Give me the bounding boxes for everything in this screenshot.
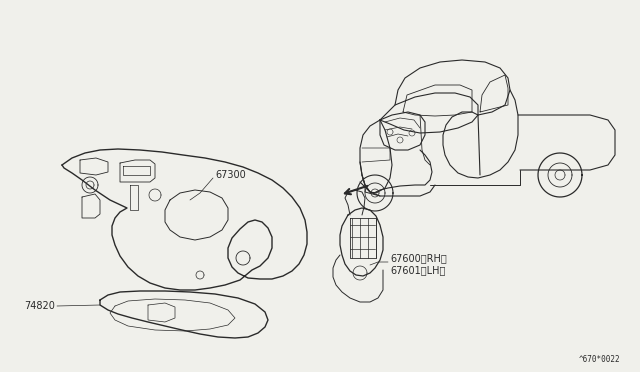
Text: 74820: 74820 (24, 301, 55, 311)
Text: ^670*0022: ^670*0022 (579, 355, 620, 364)
Text: 67300: 67300 (215, 170, 246, 180)
Text: 67601〈LH〉: 67601〈LH〉 (390, 265, 445, 275)
Text: 67600〈RH〉: 67600〈RH〉 (390, 253, 447, 263)
